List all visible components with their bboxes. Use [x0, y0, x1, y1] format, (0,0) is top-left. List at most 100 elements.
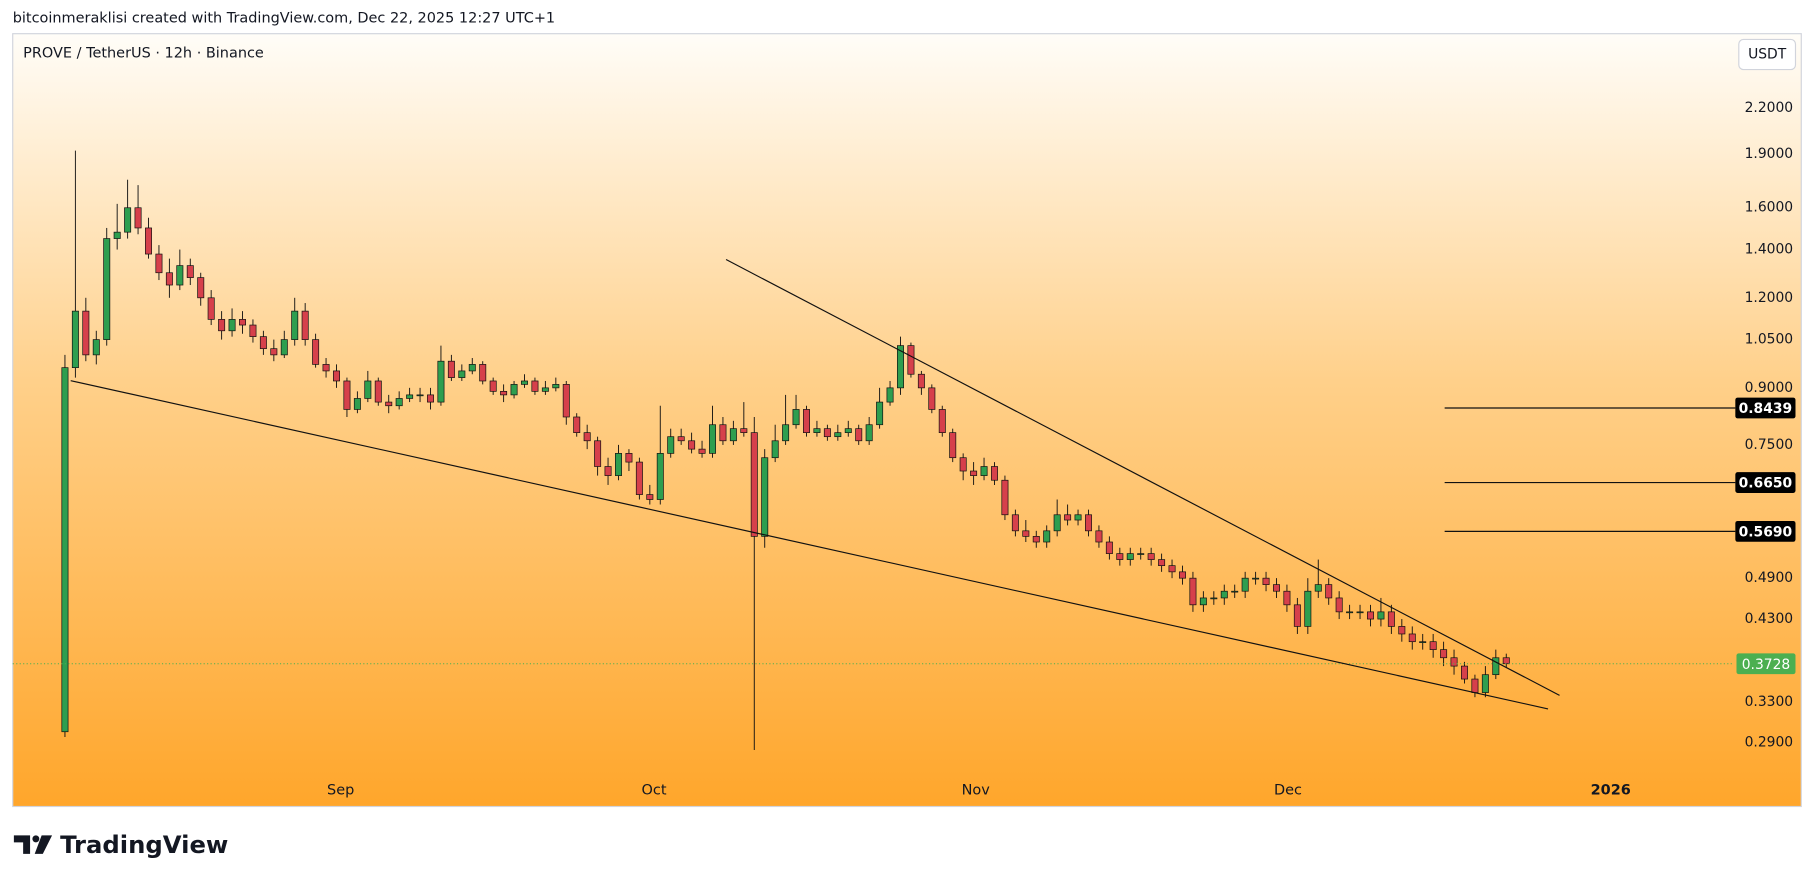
level-label: 0.5690 [1739, 525, 1793, 541]
header: bitcoinmeraklisi created with TradingVie… [13, 11, 555, 27]
candle-body [594, 440, 602, 467]
candle-body [343, 380, 351, 410]
candle-body [1168, 565, 1176, 573]
candle-body [1126, 553, 1134, 560]
last-price-badge [1736, 653, 1796, 675]
candle-body [1492, 657, 1500, 676]
logo-text: TradingView [60, 830, 228, 859]
candle-body [82, 310, 90, 356]
candle-body [301, 310, 309, 340]
candle-body [1293, 604, 1301, 627]
plot: 2.2000 1.9000 1.6000 1.4000 1.2000 1.0500 0.90… [12, 100, 1796, 798]
level-badge [1735, 520, 1796, 542]
candle-body [1022, 530, 1030, 537]
candle-body [1011, 514, 1019, 532]
candle-body [583, 432, 591, 442]
level-badge [1735, 397, 1796, 419]
candle-body [991, 466, 998, 481]
candle-body [1116, 553, 1124, 560]
candle-body [886, 387, 894, 403]
y-tick-label: 0.2900 [1745, 734, 1794, 750]
candle-body [1304, 590, 1312, 627]
candle-body [552, 384, 560, 389]
logo-icon [13, 835, 31, 854]
symbol-title: PROVE / TetherUS · 12h · Binance [23, 45, 264, 61]
candle-body [1032, 536, 1040, 543]
trend-line [70, 380, 1549, 710]
candle-body [1346, 611, 1354, 614]
currency-button[interactable] [1738, 38, 1797, 71]
candle-body [1440, 649, 1448, 659]
candle-body [228, 319, 236, 332]
level-label: 0.8439 [1739, 401, 1793, 417]
candle-body [917, 373, 925, 389]
candle-body [1210, 597, 1218, 600]
last-price-label: 0.3728 [1742, 657, 1791, 673]
candle-body [259, 336, 267, 350]
level-badge [1735, 472, 1796, 493]
logo-icon [32, 835, 40, 843]
x-tick-label: Sep [327, 782, 354, 798]
candle-body [1325, 584, 1333, 599]
candle-body [803, 409, 810, 433]
candle-body [876, 401, 884, 426]
candle-body [1105, 541, 1113, 554]
currency-label: USDT [1748, 47, 1787, 63]
candle-body [447, 360, 455, 378]
candle-body [165, 272, 173, 286]
candle-body [1408, 633, 1416, 643]
candle-body [1220, 590, 1228, 599]
candle-body [124, 207, 132, 233]
candle-body [677, 436, 685, 442]
chart-pane [12, 33, 1802, 808]
candle-body [510, 384, 518, 396]
candle-body [573, 416, 581, 433]
logo: TradingView [13, 830, 228, 859]
candle-body [521, 380, 528, 385]
candle-body [1502, 657, 1510, 665]
y-tick-label: 1.4000 [1745, 242, 1794, 258]
candle-body [437, 360, 445, 403]
candle-body [374, 380, 382, 403]
candle-body [61, 367, 69, 733]
candle-body [844, 428, 852, 433]
candle-body [458, 370, 466, 378]
candle-body [1471, 678, 1479, 693]
logo-icon [34, 835, 53, 854]
candle-body [1377, 611, 1385, 620]
candle-body [364, 380, 372, 399]
candle-body [1001, 479, 1009, 516]
candle-body [656, 453, 664, 500]
candle-body [771, 440, 779, 459]
candle-body [813, 428, 821, 433]
candle-body [1387, 611, 1395, 627]
candle-body [186, 265, 194, 278]
candle-body [176, 265, 184, 286]
x-tick-label: Oct [642, 782, 667, 798]
level-label: 0.6650 [1739, 476, 1793, 492]
candle-body [980, 466, 988, 476]
candle-body [1231, 590, 1239, 593]
candle-body [1461, 665, 1468, 680]
candle-body [949, 432, 957, 459]
candle-body [280, 339, 288, 356]
candle-body [1356, 611, 1364, 614]
candle-body [531, 380, 539, 392]
candle-body [103, 238, 111, 340]
candle-body [625, 453, 633, 463]
candle-body [698, 448, 706, 454]
candle-body [959, 457, 967, 472]
candle-body [113, 231, 121, 239]
candle-body [1137, 553, 1145, 555]
y-tick-label: 0.7500 [1745, 437, 1794, 453]
candle-body [1043, 530, 1051, 543]
candle-body [291, 310, 299, 340]
x-tick-label: 2026 [1591, 782, 1631, 798]
candle-body [1283, 590, 1291, 606]
candle-body [1199, 597, 1207, 606]
candle-body [479, 364, 487, 382]
y-tick-label: 0.4900 [1745, 570, 1794, 586]
candle-body [865, 424, 873, 442]
candle-body [834, 432, 842, 438]
